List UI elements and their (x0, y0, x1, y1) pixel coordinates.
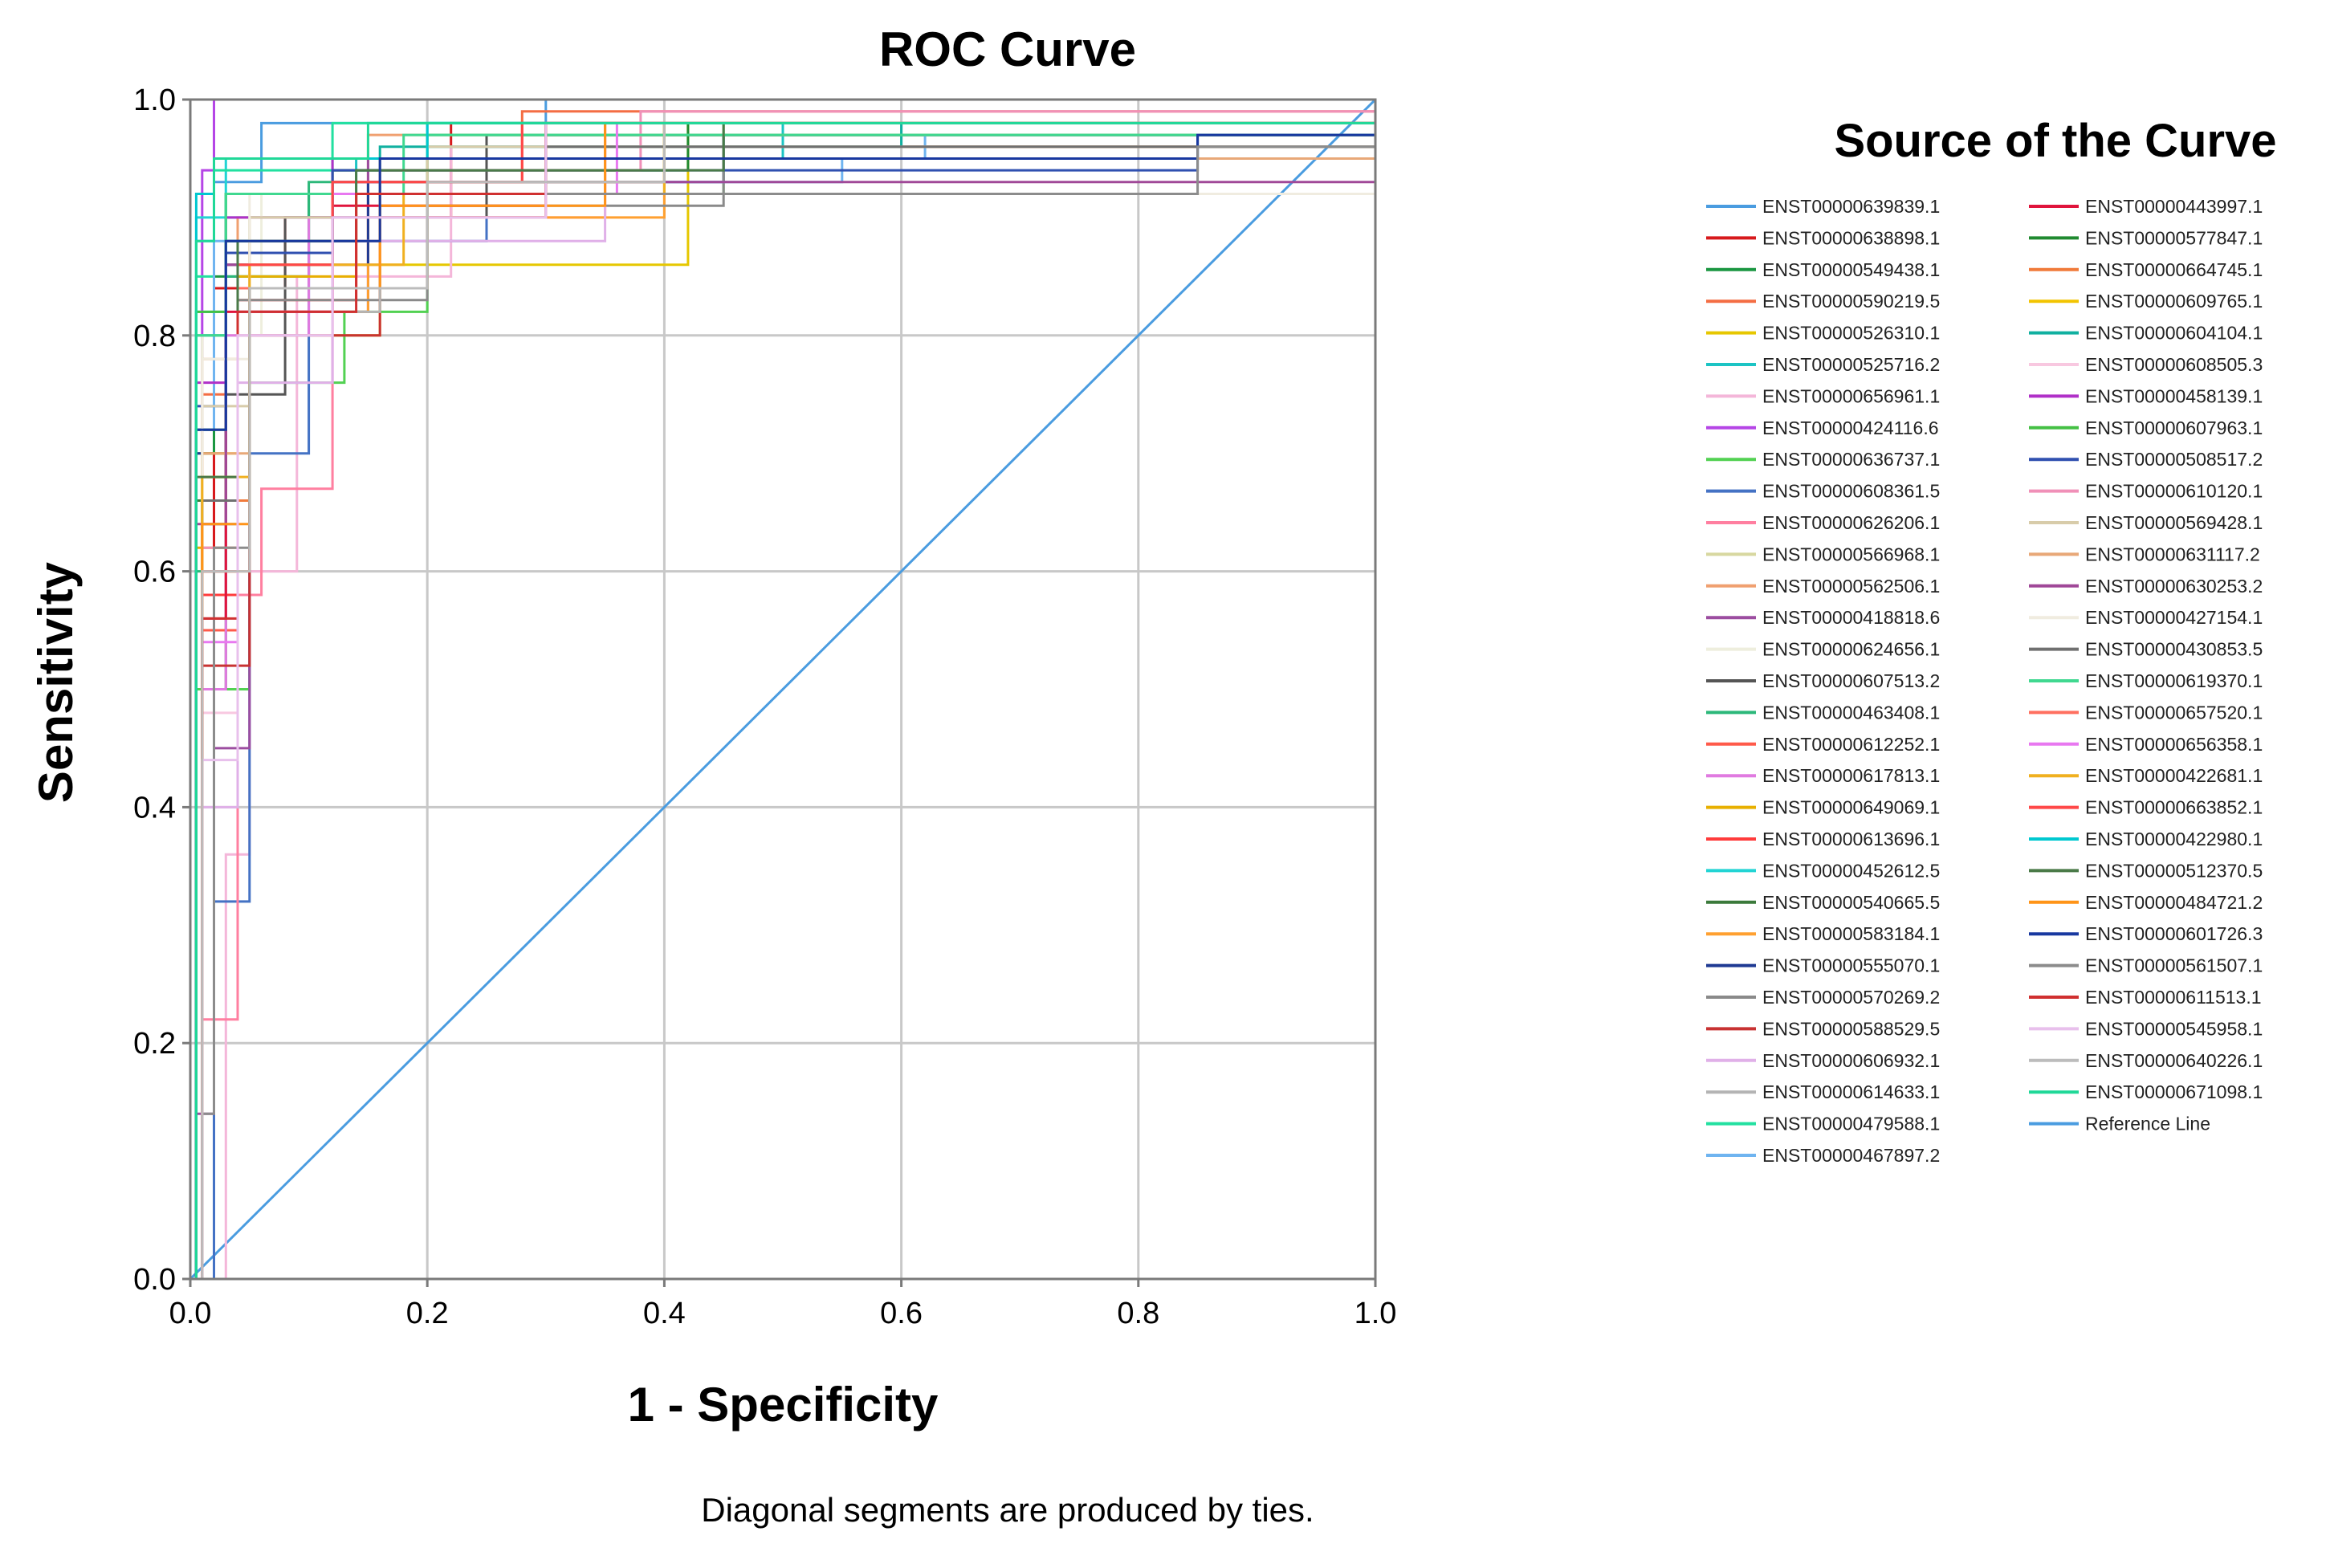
series-lines (189, 98, 1377, 1281)
legend-label: ENST00000526310.1 (1762, 323, 1940, 344)
legend-label: ENST00000657520.1 (2085, 702, 2263, 723)
y-tick-label: 0.6 (133, 556, 176, 589)
legend-label: ENST00000566968.1 (1762, 544, 1940, 564)
legend-label: ENST00000422980.1 (2085, 829, 2263, 849)
legend-label: ENST00000430853.5 (2085, 639, 2263, 660)
legend-label: ENST00000638898.1 (1762, 227, 1940, 248)
legend-label: ENST00000639839.1 (1762, 196, 1940, 217)
footnote: Diagonal segments are produced by ties. (701, 1491, 1314, 1529)
legend-label: ENST00000549438.1 (1762, 259, 1940, 280)
y-tick-label: 0.4 (133, 791, 176, 825)
roc-line-ENST00000671098.1 (190, 100, 1377, 1281)
legend-label: ENST00000656961.1 (1762, 385, 1940, 406)
x-tick-label: 0.0 (169, 1297, 212, 1330)
legend-label: ENST00000601726.3 (2085, 923, 2263, 944)
y-axis-title: Sensitivity (29, 561, 83, 803)
legend-label: ENST00000525716.2 (1762, 354, 1940, 375)
legend-label: ENST00000664745.1 (2085, 259, 2263, 280)
legend-label: ENST00000555070.1 (1762, 955, 1940, 976)
y-tick-label: 0.8 (133, 320, 176, 353)
y-tick-label: 1.0 (133, 83, 176, 117)
x-tick-label: 0.8 (1117, 1297, 1159, 1330)
legend-label: ENST00000484721.2 (2085, 892, 2263, 913)
y-tick-label: 0.2 (133, 1027, 176, 1061)
legend-label: ENST00000467897.2 (1762, 1145, 1940, 1166)
legend-label: ENST00000631117.2 (2085, 544, 2260, 564)
legend-label: ENST00000607513.2 (1762, 670, 1940, 691)
x-tick-label: 0.6 (880, 1297, 923, 1330)
legend-label: ENST00000671098.1 (2085, 1081, 2263, 1102)
axes: 0.0 0.2 0.4 0.6 0.8 1.0 0.0 0.2 0.4 0.6 0.8 1.0 (133, 83, 1396, 1330)
legend-label: ENST00000512370.5 (2085, 860, 2263, 881)
legend-label: ENST00000540665.5 (1762, 892, 1940, 913)
reference-line (189, 98, 1377, 1281)
legend-label: ENST00000609765.1 (2085, 291, 2263, 312)
legend-label: ENST00000443997.1 (2085, 196, 2263, 217)
legend-label: ENST00000545958.1 (2085, 1018, 2263, 1039)
x-tick-label: 0.2 (406, 1297, 449, 1330)
legend-label: ENST00000617813.1 (1762, 765, 1940, 786)
legend-label: ENST00000577847.1 (2085, 227, 2263, 248)
legend-label: ENST00000561507.1 (2085, 955, 2263, 976)
legend-label: ENST00000626206.1 (1762, 512, 1940, 533)
legend-label: ENST00000583184.1 (1762, 923, 1940, 944)
legend-label: Reference Line (2085, 1114, 2210, 1134)
legend-label: ENST00000479588.1 (1762, 1114, 1940, 1134)
x-axis-title: 1 - Specificity (628, 1378, 939, 1432)
grid (190, 100, 1375, 1279)
legend-label: ENST00000452612.5 (1762, 860, 1940, 881)
legend-label: ENST00000422681.1 (2085, 765, 2263, 786)
legend-label: ENST00000458139.1 (2085, 385, 2263, 406)
legend-label: ENST00000604104.1 (2085, 323, 2263, 344)
legend: ENST00000639839.1 ENST00000638898.1 ENST00… (1706, 196, 2263, 1166)
plot-frame (189, 98, 1377, 1281)
legend-label: ENST00000588529.5 (1762, 1018, 1940, 1039)
x-tick-label: 1.0 (1354, 1297, 1397, 1330)
y-tick-label: 0.0 (133, 1263, 176, 1297)
legend-label: ENST00000614633.1 (1762, 1081, 1940, 1102)
legend-label: ENST00000619370.1 (2085, 670, 2263, 691)
legend-label: ENST00000569428.1 (2085, 512, 2263, 533)
legend-label: ENST00000424116.6 (1762, 417, 1939, 438)
legend-label: ENST00000607963.1 (2085, 417, 2263, 438)
legend-label: ENST00000630253.2 (2085, 576, 2263, 597)
legend-label: ENST00000463408.1 (1762, 702, 1940, 723)
legend-label: ENST00000613696.1 (1762, 829, 1940, 849)
legend-label: ENST00000636737.1 (1762, 449, 1940, 470)
legend-label: ENST00000562506.1 (1762, 576, 1940, 597)
legend-label: ENST00000624656.1 (1762, 639, 1940, 660)
legend-label: ENST00000663852.1 (2085, 797, 2263, 818)
legend-label: ENST00000656358.1 (2085, 734, 2263, 755)
legend-label: ENST00000612252.1 (1762, 734, 1940, 755)
legend-title: Source of the Curve (1834, 115, 2276, 167)
legend-label: ENST00000608361.5 (1762, 481, 1940, 502)
legend-label: ENST00000611513.1 (2085, 987, 2262, 1008)
legend-label: ENST00000608505.3 (2085, 354, 2263, 375)
legend-label: ENST00000610120.1 (2085, 481, 2263, 502)
legend-label: ENST00000418818.6 (1762, 607, 1940, 628)
legend-label: ENST00000640226.1 (2085, 1050, 2263, 1071)
legend-label: ENST00000570269.2 (1762, 987, 1940, 1008)
x-tick-label: 0.4 (643, 1297, 686, 1330)
legend-label: ENST00000606932.1 (1762, 1050, 1940, 1071)
legend-label: ENST00000427154.1 (2085, 607, 2263, 628)
legend-label: ENST00000508517.2 (2085, 449, 2263, 470)
legend-label: ENST00000649069.1 (1762, 797, 1940, 818)
legend-label: ENST00000590219.5 (1762, 291, 1940, 312)
chart-title: ROC Curve (879, 22, 1136, 76)
